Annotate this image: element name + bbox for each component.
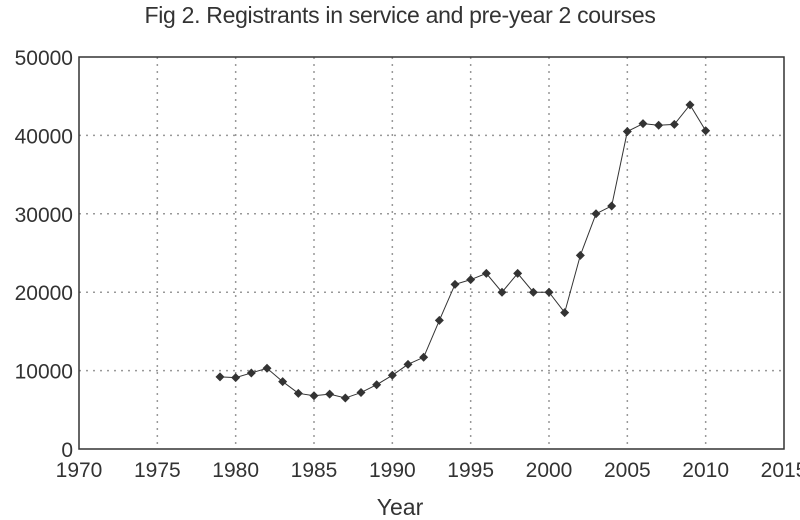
data-point (685, 100, 695, 110)
y-tick-label: 10000 (15, 361, 73, 384)
data-point (654, 120, 664, 130)
data-point (246, 368, 256, 378)
data-point (340, 393, 350, 403)
data-point (356, 388, 366, 398)
data-point (575, 250, 585, 260)
data-point (481, 268, 491, 278)
x-tick-label: 1995 (447, 459, 494, 482)
data-point (403, 359, 413, 369)
y-tick-label: 0 (61, 439, 73, 462)
data-point (544, 287, 554, 297)
y-tick-label: 40000 (15, 125, 73, 148)
data-point (528, 287, 538, 297)
data-point (607, 201, 617, 211)
y-tick-label: 20000 (15, 282, 73, 305)
data-point (372, 380, 382, 390)
x-axis-label: Year (376, 494, 424, 520)
data-point (215, 372, 225, 382)
data-point (560, 308, 570, 318)
data-point (387, 370, 397, 380)
data-point (262, 363, 272, 373)
data-point (231, 373, 241, 383)
data-point (669, 119, 679, 129)
y-tick-label: 30000 (15, 204, 73, 227)
plot-frame (78, 56, 785, 450)
data-point (434, 315, 444, 325)
x-tick-label: 2015 (761, 459, 800, 482)
data-point (325, 389, 335, 399)
data-point (450, 279, 460, 289)
x-tick-label: 1980 (212, 459, 259, 482)
y-tick-label: 50000 (15, 47, 73, 70)
data-point (591, 209, 601, 219)
x-tick-label: 1985 (291, 459, 338, 482)
x-tick-label: 2010 (682, 459, 729, 482)
data-point (701, 126, 711, 136)
data-point (466, 275, 476, 285)
series-line (219, 103, 707, 399)
data-point (309, 391, 319, 401)
data-point (638, 119, 648, 129)
data-point (622, 126, 632, 136)
x-tick-label: 1990 (369, 459, 416, 482)
data-point (497, 287, 507, 297)
x-tick-label: 1970 (56, 459, 103, 482)
chart-title: Fig 2. Registrants in service and pre-ye… (144, 2, 656, 28)
x-tick-label: 2000 (526, 459, 573, 482)
data-point (513, 268, 523, 278)
data-point (293, 388, 303, 398)
data-point (419, 352, 429, 362)
data-point (278, 377, 288, 387)
x-tick-label: 1975 (134, 459, 181, 482)
x-tick-label: 2005 (604, 459, 651, 482)
